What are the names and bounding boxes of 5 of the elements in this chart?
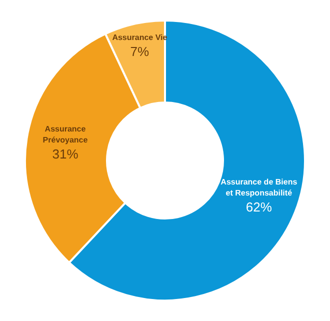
slice-label: Assurance Prévoyance <box>42 124 88 145</box>
slice-label: Assurance de Biens et Responsabilité <box>220 178 298 198</box>
data-label: 7% <box>130 44 150 59</box>
data-label: 31% <box>52 146 79 162</box>
data-label: 62% <box>246 200 272 215</box>
